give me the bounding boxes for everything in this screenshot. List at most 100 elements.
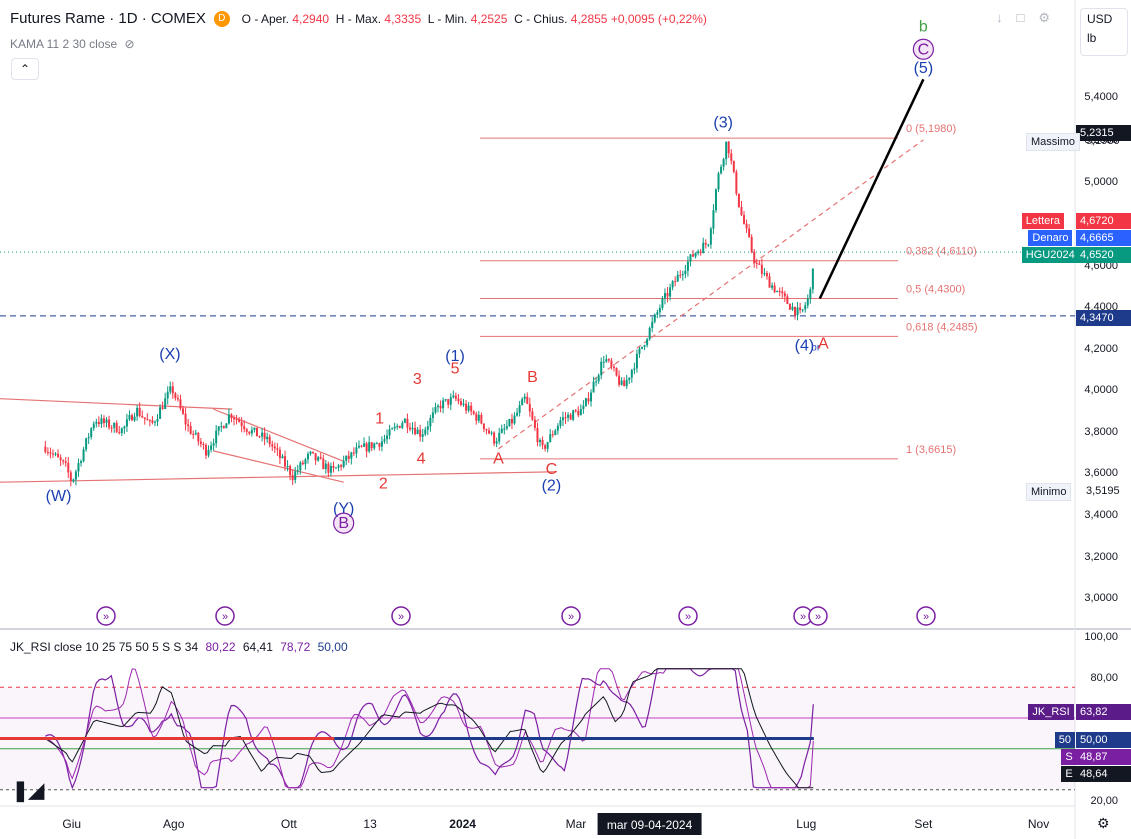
candle-body xyxy=(702,242,705,254)
candle-body xyxy=(388,429,391,436)
wave-label: C xyxy=(918,41,930,58)
y-tick-label: 4,2000 xyxy=(1084,343,1118,355)
collapse-legend-button[interactable]: ⌃ xyxy=(11,58,39,80)
candle-body xyxy=(641,346,644,349)
candle-body xyxy=(753,251,756,263)
rsi-y-tick-label: 100,00 xyxy=(1084,631,1118,643)
trendline[interactable] xyxy=(213,450,344,483)
event-marker-icon[interactable] xyxy=(215,606,235,626)
event-marker-icon[interactable] xyxy=(561,606,581,626)
candle-body xyxy=(773,285,776,293)
candle-body xyxy=(347,455,350,459)
rsi-tag-value: 63,82 xyxy=(1076,704,1131,720)
candle-body xyxy=(143,417,146,419)
candle-body xyxy=(684,270,687,275)
candle-body xyxy=(324,463,327,470)
candle-body xyxy=(233,418,236,420)
eye-slash-icon[interactable]: ⊘ xyxy=(124,37,135,51)
candle-body xyxy=(69,472,72,482)
event-marker-icon[interactable] xyxy=(391,606,411,626)
candle-body xyxy=(786,296,789,304)
candle-body xyxy=(620,380,623,385)
square-icon[interactable]: □ xyxy=(1016,10,1039,25)
candle-body xyxy=(806,298,809,306)
candle-body xyxy=(284,456,287,467)
event-marker-icon[interactable] xyxy=(808,606,828,626)
candle-body xyxy=(258,436,261,438)
candle-body xyxy=(462,403,465,405)
candle-body xyxy=(299,462,302,471)
trendline[interactable] xyxy=(213,408,344,462)
arrow-down-icon[interactable]: ↓ xyxy=(996,10,1017,25)
candle-body xyxy=(416,429,419,435)
candle-body xyxy=(207,449,210,456)
candle-body xyxy=(401,422,404,428)
kama-indicator-legend[interactable]: KAMA 11 2 30 close ⊘ xyxy=(10,37,135,51)
candle-body xyxy=(199,441,202,445)
event-marker-icon[interactable] xyxy=(916,606,936,626)
candle-body xyxy=(801,309,804,311)
trendline[interactable] xyxy=(0,471,558,483)
candle-body xyxy=(528,403,531,412)
rsi-legend[interactable]: JK_RSI close 10 25 75 50 5 S S 34 80,22 … xyxy=(10,640,348,654)
candle-body xyxy=(108,419,111,428)
candle-body xyxy=(365,443,368,452)
candle-body xyxy=(182,408,185,414)
wave-label: (1) xyxy=(445,348,465,365)
rsi-tag-label: JK_RSI xyxy=(1028,704,1074,720)
candle-body xyxy=(312,451,315,454)
wave-label: b xyxy=(919,18,928,35)
candle-body xyxy=(419,429,422,437)
candle-body xyxy=(630,369,633,378)
candle-body xyxy=(113,422,116,428)
candle-body xyxy=(97,422,100,424)
candle-body xyxy=(498,432,501,442)
trendline[interactable] xyxy=(0,398,233,410)
crosshair-date-box xyxy=(597,813,702,835)
settings-icon[interactable]: ⚙ xyxy=(1038,10,1065,25)
time-settings-icon[interactable]: ⚙ xyxy=(1097,815,1110,831)
candle-body xyxy=(431,412,434,418)
candle-body xyxy=(437,405,440,408)
candle-body xyxy=(138,407,141,416)
candle-body xyxy=(391,428,394,430)
candle-body xyxy=(788,303,791,310)
change-value: +0,0095 (+0,22%) xyxy=(610,12,707,26)
candle-body xyxy=(804,305,807,310)
candle-body xyxy=(439,405,442,409)
candle-body xyxy=(301,462,304,465)
candle-body xyxy=(692,254,695,257)
candle-body xyxy=(612,366,615,368)
price-tag-value: 4,6720 xyxy=(1076,213,1131,229)
channel-dashed-line[interactable] xyxy=(498,139,924,450)
plain-tag-label: Massimo xyxy=(1026,133,1081,151)
candle-body xyxy=(373,443,376,449)
candle-body xyxy=(493,432,496,444)
candle-body xyxy=(396,426,399,428)
candle-body xyxy=(472,411,475,414)
candle-body xyxy=(123,426,126,429)
event-marker-icon[interactable] xyxy=(678,606,698,626)
currency-unit-selector[interactable]: USD lb xyxy=(1080,8,1128,56)
candle-body xyxy=(658,308,661,313)
candle-body xyxy=(755,262,758,264)
candle-body xyxy=(676,274,679,282)
candle-body xyxy=(600,361,603,376)
projection-line[interactable] xyxy=(818,78,925,300)
event-marker-icon[interactable] xyxy=(96,606,116,626)
symbol-title[interactable]: Futures Rame · 1D · COMEX xyxy=(10,10,206,27)
candle-body xyxy=(495,441,498,444)
x-tick-label: Mar xyxy=(566,817,587,831)
candle-body xyxy=(434,407,437,413)
candle-body xyxy=(572,410,575,420)
candle-body xyxy=(447,399,450,405)
event-marker-glyph: » xyxy=(103,611,109,623)
candle-body xyxy=(248,431,251,434)
candle-body xyxy=(250,429,253,434)
tradingview-logo[interactable]: ❚◢ xyxy=(12,780,45,802)
price-tag-value: 4,6520 xyxy=(1076,247,1131,263)
wave-label: (W) xyxy=(46,488,72,505)
candle-body xyxy=(781,291,784,294)
